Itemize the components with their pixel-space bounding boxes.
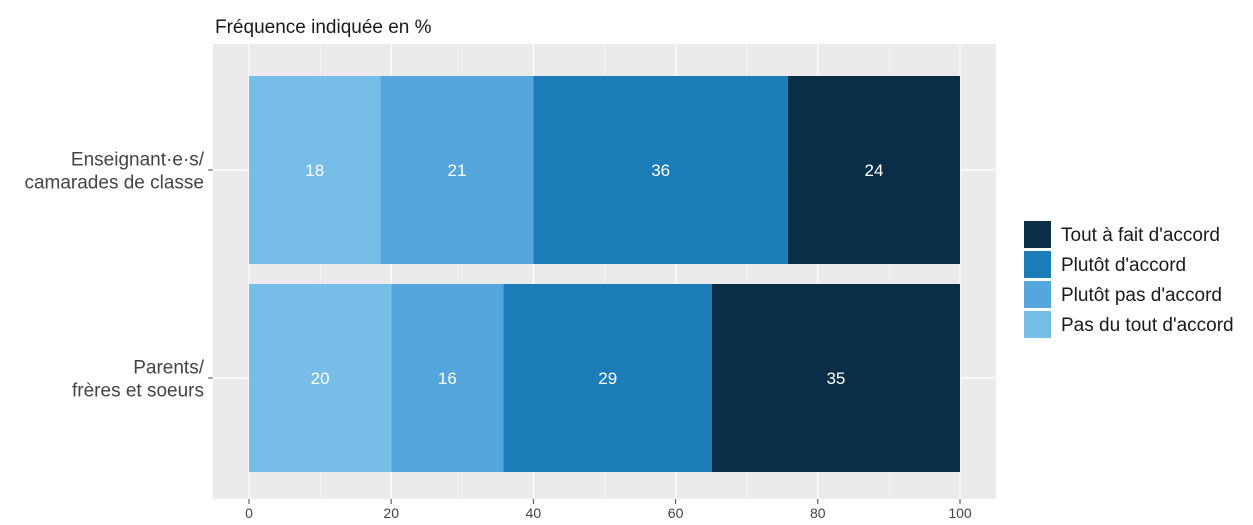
bar-pas-du-tout-d-accord-1 bbox=[249, 76, 381, 264]
legend-swatch-plutot-pas-d-accord bbox=[1024, 281, 1051, 308]
chart-subtitle: Fréquence indiquée en % bbox=[215, 17, 432, 38]
category-label: Enseignant·e·s/ bbox=[71, 150, 205, 171]
data-label: 16 bbox=[438, 369, 457, 388]
data-label: 35 bbox=[826, 369, 845, 388]
data-label: 24 bbox=[865, 161, 884, 180]
legend-label-plutot-d-accord: Plutôt d'accord bbox=[1061, 255, 1186, 276]
bar-plutot-pas-d-accord-1 bbox=[380, 76, 534, 264]
legend-label-tout-a-fait-d-accord: Tout à fait d'accord bbox=[1061, 225, 1220, 246]
data-label: 36 bbox=[651, 161, 670, 180]
y-axis: Enseignant·e·s/camarades de classe Parent… bbox=[24, 150, 213, 402]
bar-plutot-d-accord-1 bbox=[533, 76, 788, 264]
x-tick-label: 60 bbox=[668, 505, 684, 521]
data-label: 29 bbox=[598, 369, 617, 388]
bars: 18 21 36 24 20 16 29 35 bbox=[249, 76, 960, 472]
bar-plutot-pas-d-accord-2 bbox=[391, 284, 504, 472]
x-tick-label: 0 bbox=[245, 505, 253, 521]
x-tick-label: 80 bbox=[810, 505, 826, 521]
legend-swatch-pas-du-tout-d-accord bbox=[1024, 311, 1051, 338]
bar-tout-a-fait-d-accord-2 bbox=[711, 284, 960, 472]
bar-pas-du-tout-d-accord-2 bbox=[249, 284, 392, 472]
legend-swatch-plutot-d-accord bbox=[1024, 251, 1051, 278]
data-label: 18 bbox=[305, 161, 324, 180]
x-tick-label: 20 bbox=[383, 505, 399, 521]
x-axis: 0 20 40 60 80 100 bbox=[245, 499, 972, 521]
x-tick-label: 100 bbox=[948, 505, 972, 521]
legend-label-plutot-pas-d-accord: Plutôt pas d'accord bbox=[1061, 285, 1222, 306]
legend-swatch-tout-a-fait-d-accord bbox=[1024, 221, 1051, 248]
category-label: camarades de classe bbox=[24, 173, 204, 194]
category-label: Parents/ bbox=[133, 358, 204, 379]
legend: Tout à fait d'accord Plutôt d'accord Plutô… bbox=[1024, 221, 1234, 338]
bar-plutot-d-accord-2 bbox=[503, 284, 712, 472]
data-label: 20 bbox=[311, 369, 330, 388]
bar-tout-a-fait-d-accord-1 bbox=[787, 76, 960, 264]
data-label: 21 bbox=[448, 161, 467, 180]
x-tick-label: 40 bbox=[526, 505, 542, 521]
legend-label-pas-du-tout-d-accord: Pas du tout d'accord bbox=[1061, 315, 1234, 336]
category-label: frères et soeurs bbox=[72, 381, 204, 402]
